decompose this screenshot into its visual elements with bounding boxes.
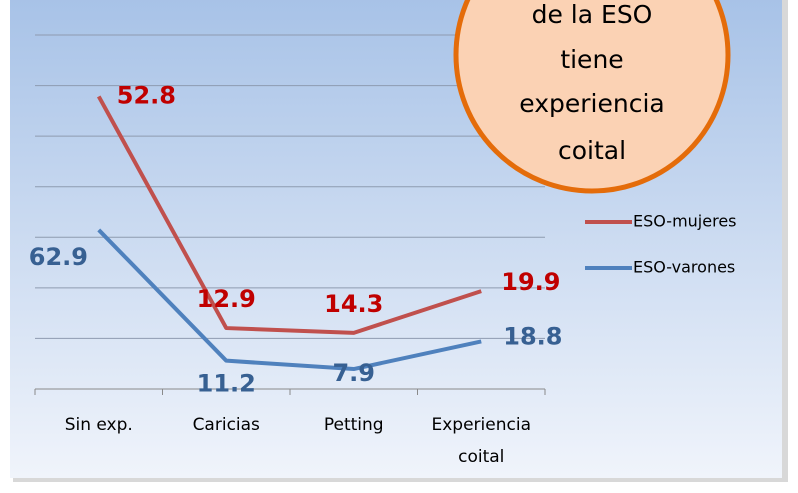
legend-label: ESO-mujeres xyxy=(633,212,737,231)
callout-text: experiencia xyxy=(519,89,664,118)
x-tick-label: Sin exp. xyxy=(65,415,133,435)
callout-text: de la ESO xyxy=(532,0,653,29)
callout xyxy=(453,0,731,194)
legend-label: ESO-varones xyxy=(633,258,735,277)
x-tick-label: Experiencia coital xyxy=(432,415,532,467)
data-label: 14.3 xyxy=(324,290,383,318)
data-label: 7.9 xyxy=(332,359,375,387)
data-label: 18.8 xyxy=(503,322,562,350)
line xyxy=(97,228,482,372)
x-tick-label: Caricias xyxy=(193,415,260,435)
x-tick-label: Petting xyxy=(324,415,384,435)
callout-text: coital xyxy=(558,136,626,165)
data-label: 12.9 xyxy=(197,285,256,313)
callout-text: tiene xyxy=(560,45,623,74)
data-label: 19.9 xyxy=(501,268,560,296)
data-label: 62.9 xyxy=(29,243,88,271)
data-label: 52.8 xyxy=(117,81,176,109)
line xyxy=(96,95,482,335)
data-label: 11.2 xyxy=(197,370,256,398)
